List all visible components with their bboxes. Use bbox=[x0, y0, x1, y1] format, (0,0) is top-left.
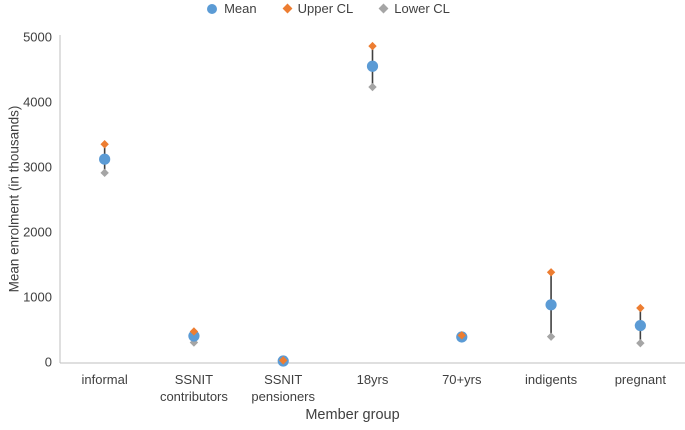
x-category-label: SSNIT contributors bbox=[160, 372, 228, 404]
x-category-label: 18yrs bbox=[357, 372, 389, 387]
legend-item-mean: Mean bbox=[207, 1, 257, 16]
legend-label-lower-cl: Lower CL bbox=[394, 1, 450, 16]
x-category-label: indigents bbox=[525, 372, 578, 387]
upper-cl-marker bbox=[189, 327, 199, 336]
upper-cl-marker bbox=[368, 41, 377, 51]
y-tick-label: 4000 bbox=[23, 95, 52, 110]
upper-cl-marker bbox=[546, 268, 556, 277]
mean-marker bbox=[366, 60, 379, 72]
legend-label-mean: Mean bbox=[224, 1, 257, 16]
upper-cl-marker bbox=[100, 140, 109, 149]
y-tick-label: 1000 bbox=[23, 290, 52, 305]
x-category-label: informal bbox=[82, 372, 128, 387]
upper-cl-marker bbox=[457, 331, 466, 340]
mean-marker bbox=[99, 153, 111, 165]
chart-legend: Mean Upper CL Lower CL bbox=[0, 1, 671, 16]
lower-cl-marker bbox=[100, 168, 109, 178]
y-tick-label: 0 bbox=[45, 355, 52, 370]
lower-cl-marker bbox=[368, 82, 377, 92]
lower-cl-diamond-icon bbox=[378, 3, 389, 14]
axis-lines bbox=[59, 35, 685, 364]
y-tick-label: 2000 bbox=[23, 225, 52, 240]
lower-cl-marker bbox=[546, 332, 556, 341]
x-axis-title: Member group bbox=[305, 407, 400, 423]
upper-cl-marker bbox=[279, 356, 288, 365]
y-tick-label: 5000 bbox=[23, 30, 52, 45]
y-tick-label: 3000 bbox=[23, 160, 52, 175]
mean-circle-icon bbox=[207, 3, 218, 14]
upper-cl-marker bbox=[636, 303, 645, 313]
x-category-label: 70+yrs bbox=[442, 372, 482, 387]
legend-label-upper-cl: Upper CL bbox=[297, 1, 354, 16]
lower-cl-marker bbox=[636, 338, 645, 348]
x-category-label: pregnant bbox=[615, 372, 667, 387]
mean-marker bbox=[634, 320, 646, 332]
legend-item-lower-cl: Lower CL bbox=[378, 1, 450, 16]
mean-marker bbox=[188, 330, 200, 342]
mean-marker bbox=[545, 299, 557, 311]
legend-item-upper-cl: Upper CL bbox=[282, 1, 354, 16]
upper-cl-diamond-icon bbox=[282, 3, 293, 14]
y-axis-title: Mean enrolment (in thousands) bbox=[6, 105, 22, 293]
x-category-label: SSNIT pensioners bbox=[251, 372, 315, 404]
